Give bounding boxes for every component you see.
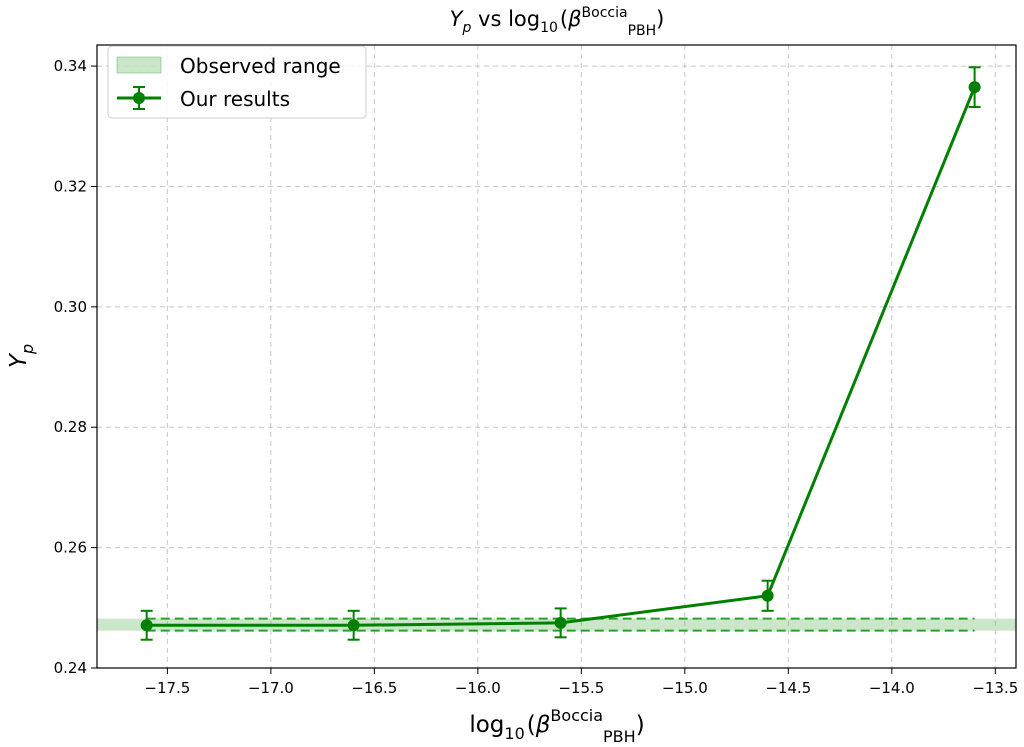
data-point <box>761 589 774 602</box>
y-tick-label: 0.30 <box>54 298 87 316</box>
y-tick-label: 0.34 <box>54 57 87 75</box>
legend-results-marker <box>133 92 145 104</box>
y-tick-label: 0.24 <box>54 659 87 677</box>
x-tick-label: −17.5 <box>144 679 190 697</box>
y-tick-label: 0.28 <box>54 418 87 436</box>
x-tick-label: −13.5 <box>972 679 1018 697</box>
x-axis-ticks: −17.5 −17.0 −16.5 −16.0 −15.5 −15.0 −14.5 −14.0… <box>144 668 1018 697</box>
series-layer <box>140 66 981 641</box>
plot-frame <box>96 44 1017 669</box>
data-point <box>554 616 567 629</box>
data-point <box>968 81 981 94</box>
x-tick-label: −16.0 <box>455 679 501 697</box>
chart-title: Yp vs log10(βBocciaPBH) <box>450 5 665 39</box>
x-tick-label: −17.0 <box>248 679 294 697</box>
data-point <box>140 619 153 632</box>
x-tick-label: −15.5 <box>558 679 604 697</box>
legend-results-label: Our results <box>180 87 290 111</box>
x-tick-label: −16.5 <box>351 679 397 697</box>
legend: Observed range Our results <box>107 45 367 119</box>
y-axis-label: Yp <box>6 344 37 368</box>
legend-observed-swatch <box>116 56 162 74</box>
y-tick-label: 0.26 <box>54 539 87 557</box>
y-tick-label: 0.32 <box>54 177 87 195</box>
legend-frame <box>107 45 367 119</box>
x-tick-label: −14.5 <box>765 679 811 697</box>
x-tick-label: −14.0 <box>869 679 915 697</box>
x-axis-label: log10(βBocciaPBH) <box>469 706 644 746</box>
grid <box>97 45 1016 669</box>
data-point <box>347 619 360 632</box>
x-tick-label: −15.0 <box>662 679 708 697</box>
legend-observed-label: Observed range <box>180 54 341 78</box>
y-axis-ticks: 0.24 0.26 0.28 0.30 0.32 0.34 <box>54 57 97 677</box>
